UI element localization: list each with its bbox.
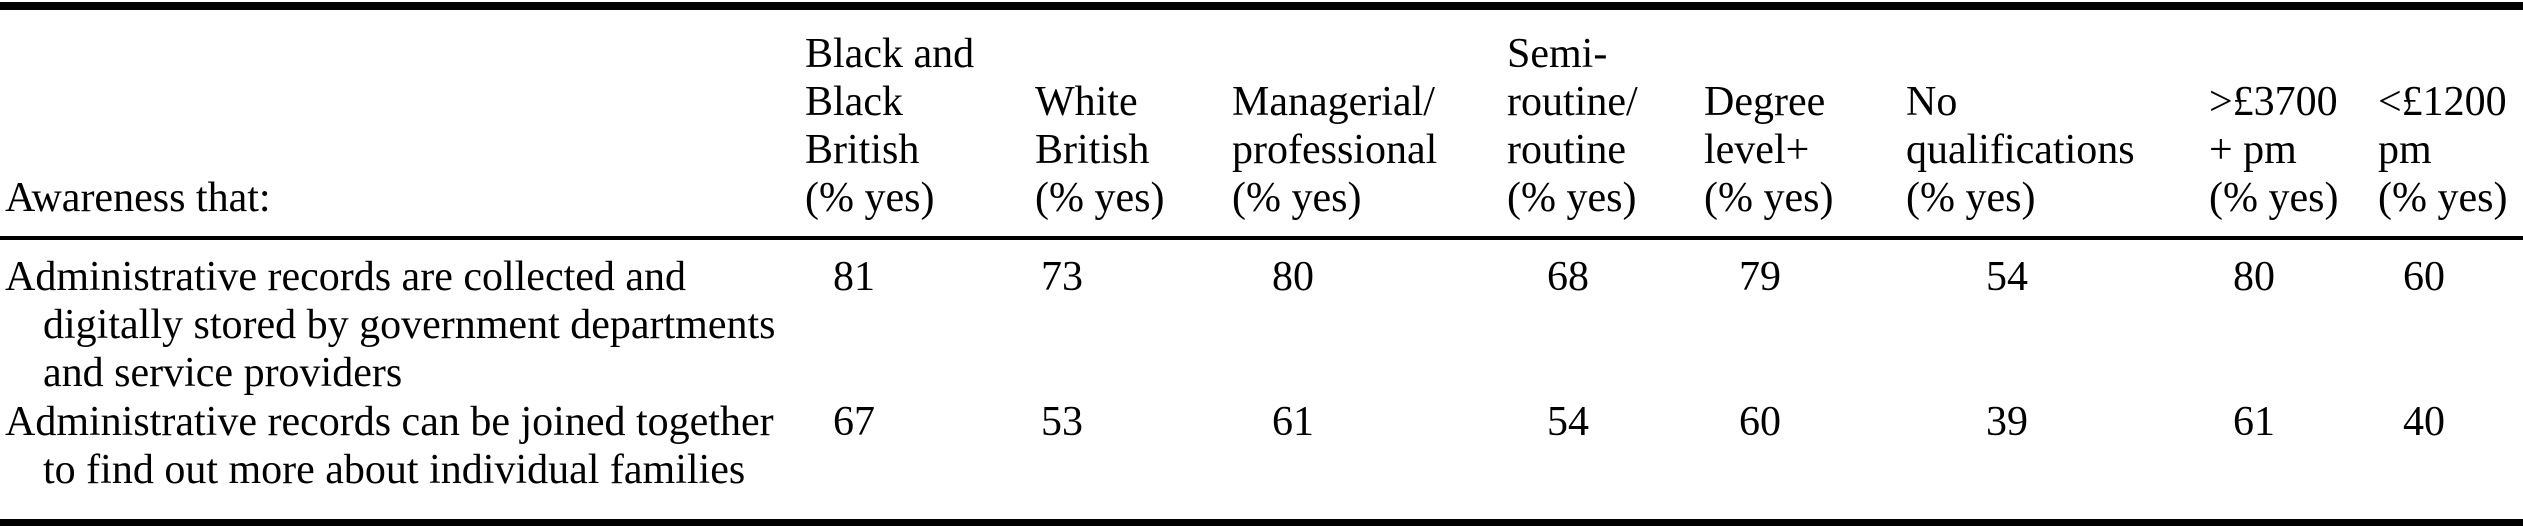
- table-cell: 79: [1739, 254, 1781, 300]
- column-header-awareness-that: Awareness that:: [0, 10, 800, 240]
- column-header-white-british: White British (% yes): [1030, 10, 1227, 240]
- table-cell: 40: [2403, 399, 2445, 445]
- table-cell: 68: [1547, 254, 1589, 300]
- table-cell: 39: [1986, 399, 2028, 445]
- table-cell: 61: [1272, 399, 1314, 445]
- table-cell: 61: [2233, 399, 2275, 445]
- column-header-income-high: >£3700 + pm (% yes): [2204, 10, 2373, 240]
- row-label: Administrative records can be joined tog…: [5, 399, 774, 493]
- table-cell: 54: [1547, 399, 1589, 445]
- row-label: Administrative records are collected and…: [5, 254, 776, 396]
- table-row-records-joined: Administrative records can be joined tog…: [0, 398, 2523, 519]
- column-header-semi-routine: Semi- routine/ routine (% yes): [1502, 10, 1699, 240]
- table-cell: 60: [1739, 399, 1781, 445]
- column-header-no-qualifications: No qualifications (% yes): [1901, 10, 2204, 240]
- table-header-row: Awareness that: Black and Black British …: [0, 10, 2523, 240]
- table-cell: 80: [1272, 254, 1314, 300]
- table-cell: 60: [2403, 254, 2445, 300]
- column-header-degree-level: Degree level+ (% yes): [1699, 10, 1901, 240]
- table-cell: 53: [1041, 399, 1083, 445]
- table-cell: 80: [2233, 254, 2275, 300]
- table-cell: 73: [1041, 254, 1083, 300]
- column-header-income-low: <£1200 pm (% yes): [2373, 10, 2523, 240]
- table-cell: 54: [1986, 254, 2028, 300]
- table-cell: 67: [833, 399, 875, 445]
- column-header-managerial-professional: Managerial/ professional (% yes): [1227, 10, 1502, 240]
- table-row-records-collected: Administrative records are collected and…: [0, 240, 2523, 398]
- table-cell: 81: [833, 254, 875, 300]
- column-header-black-british: Black and Black British (% yes): [800, 10, 1030, 240]
